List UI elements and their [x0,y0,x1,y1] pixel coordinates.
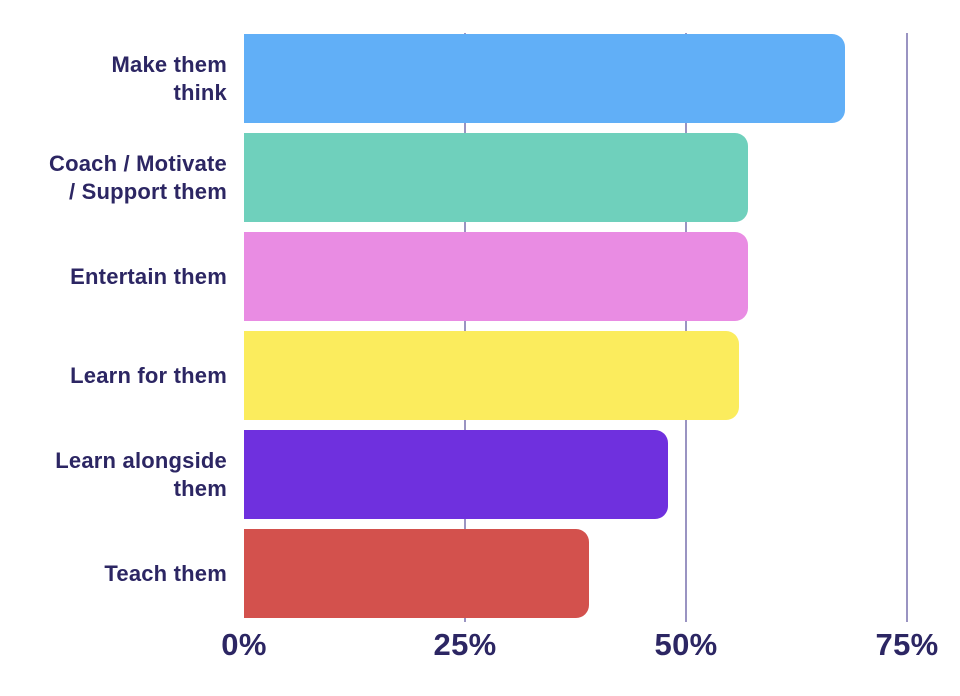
gridline [464,33,466,622]
gridline [685,33,687,622]
category-label: Learn for them [70,362,227,388]
bar-5 [244,430,669,519]
bar-3 [244,232,748,321]
x-tick-label: 0% [221,627,267,662]
bar-1 [244,34,846,123]
category-label: Learn alongside them [55,447,227,501]
gridline [906,33,908,622]
x-tick-label: 50% [654,627,718,662]
bar-4 [244,331,740,420]
category-label: Teach them [104,560,227,586]
x-tick-label: 25% [433,627,497,662]
category-label: Make them think [111,51,227,105]
bar-6 [244,529,589,618]
x-tick-label: 75% [875,627,939,662]
bar-2 [244,133,748,222]
category-label: Coach / Motivate / Support them [48,150,227,204]
category-label: Entertain them [70,263,227,289]
